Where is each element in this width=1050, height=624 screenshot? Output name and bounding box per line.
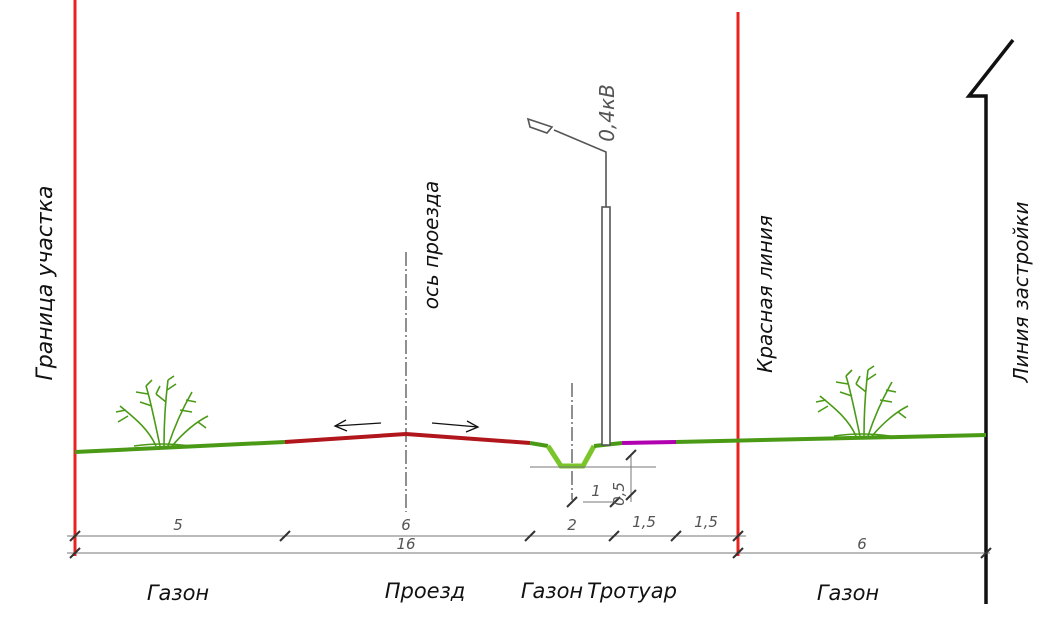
dim-sidewalk-b: 1,5	[694, 513, 718, 531]
shrub-right	[815, 365, 909, 437]
building-line-label: Линия застройки	[1009, 201, 1033, 383]
building-line	[965, 38, 1015, 604]
ditch-profile	[545, 444, 597, 469]
dim-total: 16	[396, 535, 415, 553]
lawn-left-profile	[74, 440, 286, 454]
dim-lawn-mid: 2	[567, 516, 577, 534]
zone-lawn-right: Газон	[817, 581, 879, 605]
slope-arrow-left	[333, 419, 382, 432]
dim-driveway: 6	[401, 516, 411, 534]
voltage-label: 0,4кВ	[595, 84, 619, 142]
plot-boundary-label: Граница участка	[33, 185, 58, 380]
slope-arrow-right	[431, 420, 480, 433]
driveway-axis-label: ось проезда	[419, 181, 443, 309]
shrub-left	[115, 375, 209, 447]
dimension-lines	[67, 455, 990, 554]
dimension-ticks	[69, 449, 992, 559]
zone-lawn-left: Газон	[147, 581, 209, 605]
zone-sidewalk: Тротуар	[587, 579, 677, 603]
dim-lawn-left: 5	[173, 516, 183, 534]
dim-sidewalk-a: 1,5	[632, 513, 656, 531]
zone-lawn-mid: Газон	[521, 579, 583, 603]
dim-lawn-right: 6	[857, 535, 867, 553]
driveway-profile	[284, 431, 531, 445]
red-line-label: Красная линия	[753, 215, 777, 373]
street-lamp	[526, 117, 611, 446]
dim-ditch-depth: 0,5	[610, 482, 628, 506]
sidewalk-profile	[621, 440, 677, 445]
zone-driveway: Проезд	[385, 579, 466, 603]
lawn-right-profile	[675, 433, 987, 444]
dim-ditch-width: 1	[591, 482, 601, 500]
lawn-mid-profile-a	[529, 441, 549, 448]
